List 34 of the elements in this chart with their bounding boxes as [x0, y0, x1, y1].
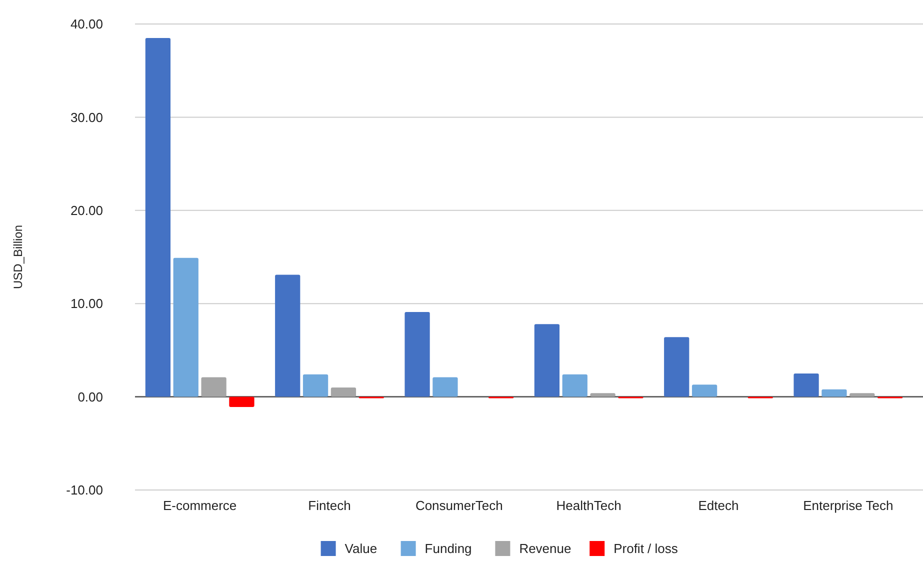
bar [201, 377, 226, 397]
y-axis-title: USD_Billion [11, 224, 25, 290]
bar [692, 384, 718, 397]
bar [173, 258, 198, 397]
bar [404, 312, 430, 397]
x-tick-label: ConsumerTech [415, 498, 503, 513]
bar [534, 324, 560, 397]
bar [432, 377, 458, 397]
x-tick-label: Enterprise Tech [803, 498, 894, 513]
bar [590, 393, 616, 397]
y-tick-label: 10.00 [70, 296, 103, 312]
bar [794, 374, 819, 397]
bar [664, 337, 690, 397]
legend-label: Profit / loss [614, 541, 678, 556]
bar [145, 38, 171, 397]
y-tick-label: 40.00 [70, 16, 103, 32]
bar [229, 396, 254, 408]
y-tick-label: 20.00 [70, 202, 103, 218]
bar [562, 374, 588, 397]
bar [850, 393, 875, 397]
legend-label: Value [344, 541, 378, 556]
bar [330, 387, 356, 397]
legend-label: Revenue [519, 541, 572, 556]
y-tick-label: 30.00 [70, 110, 103, 125]
x-tick-label: HealthTech [556, 498, 622, 513]
x-tick-label: E-commerce [162, 498, 237, 513]
y-tick-label: 0.00 [78, 389, 103, 404]
bar [302, 374, 328, 397]
x-tick-label: Fintech [308, 498, 351, 513]
y-tick-label: -10.00 [66, 482, 103, 498]
x-tick-label: Edtech [698, 498, 739, 513]
bar [822, 389, 847, 397]
bar [275, 274, 300, 397]
legend-label: Funding [424, 541, 472, 556]
